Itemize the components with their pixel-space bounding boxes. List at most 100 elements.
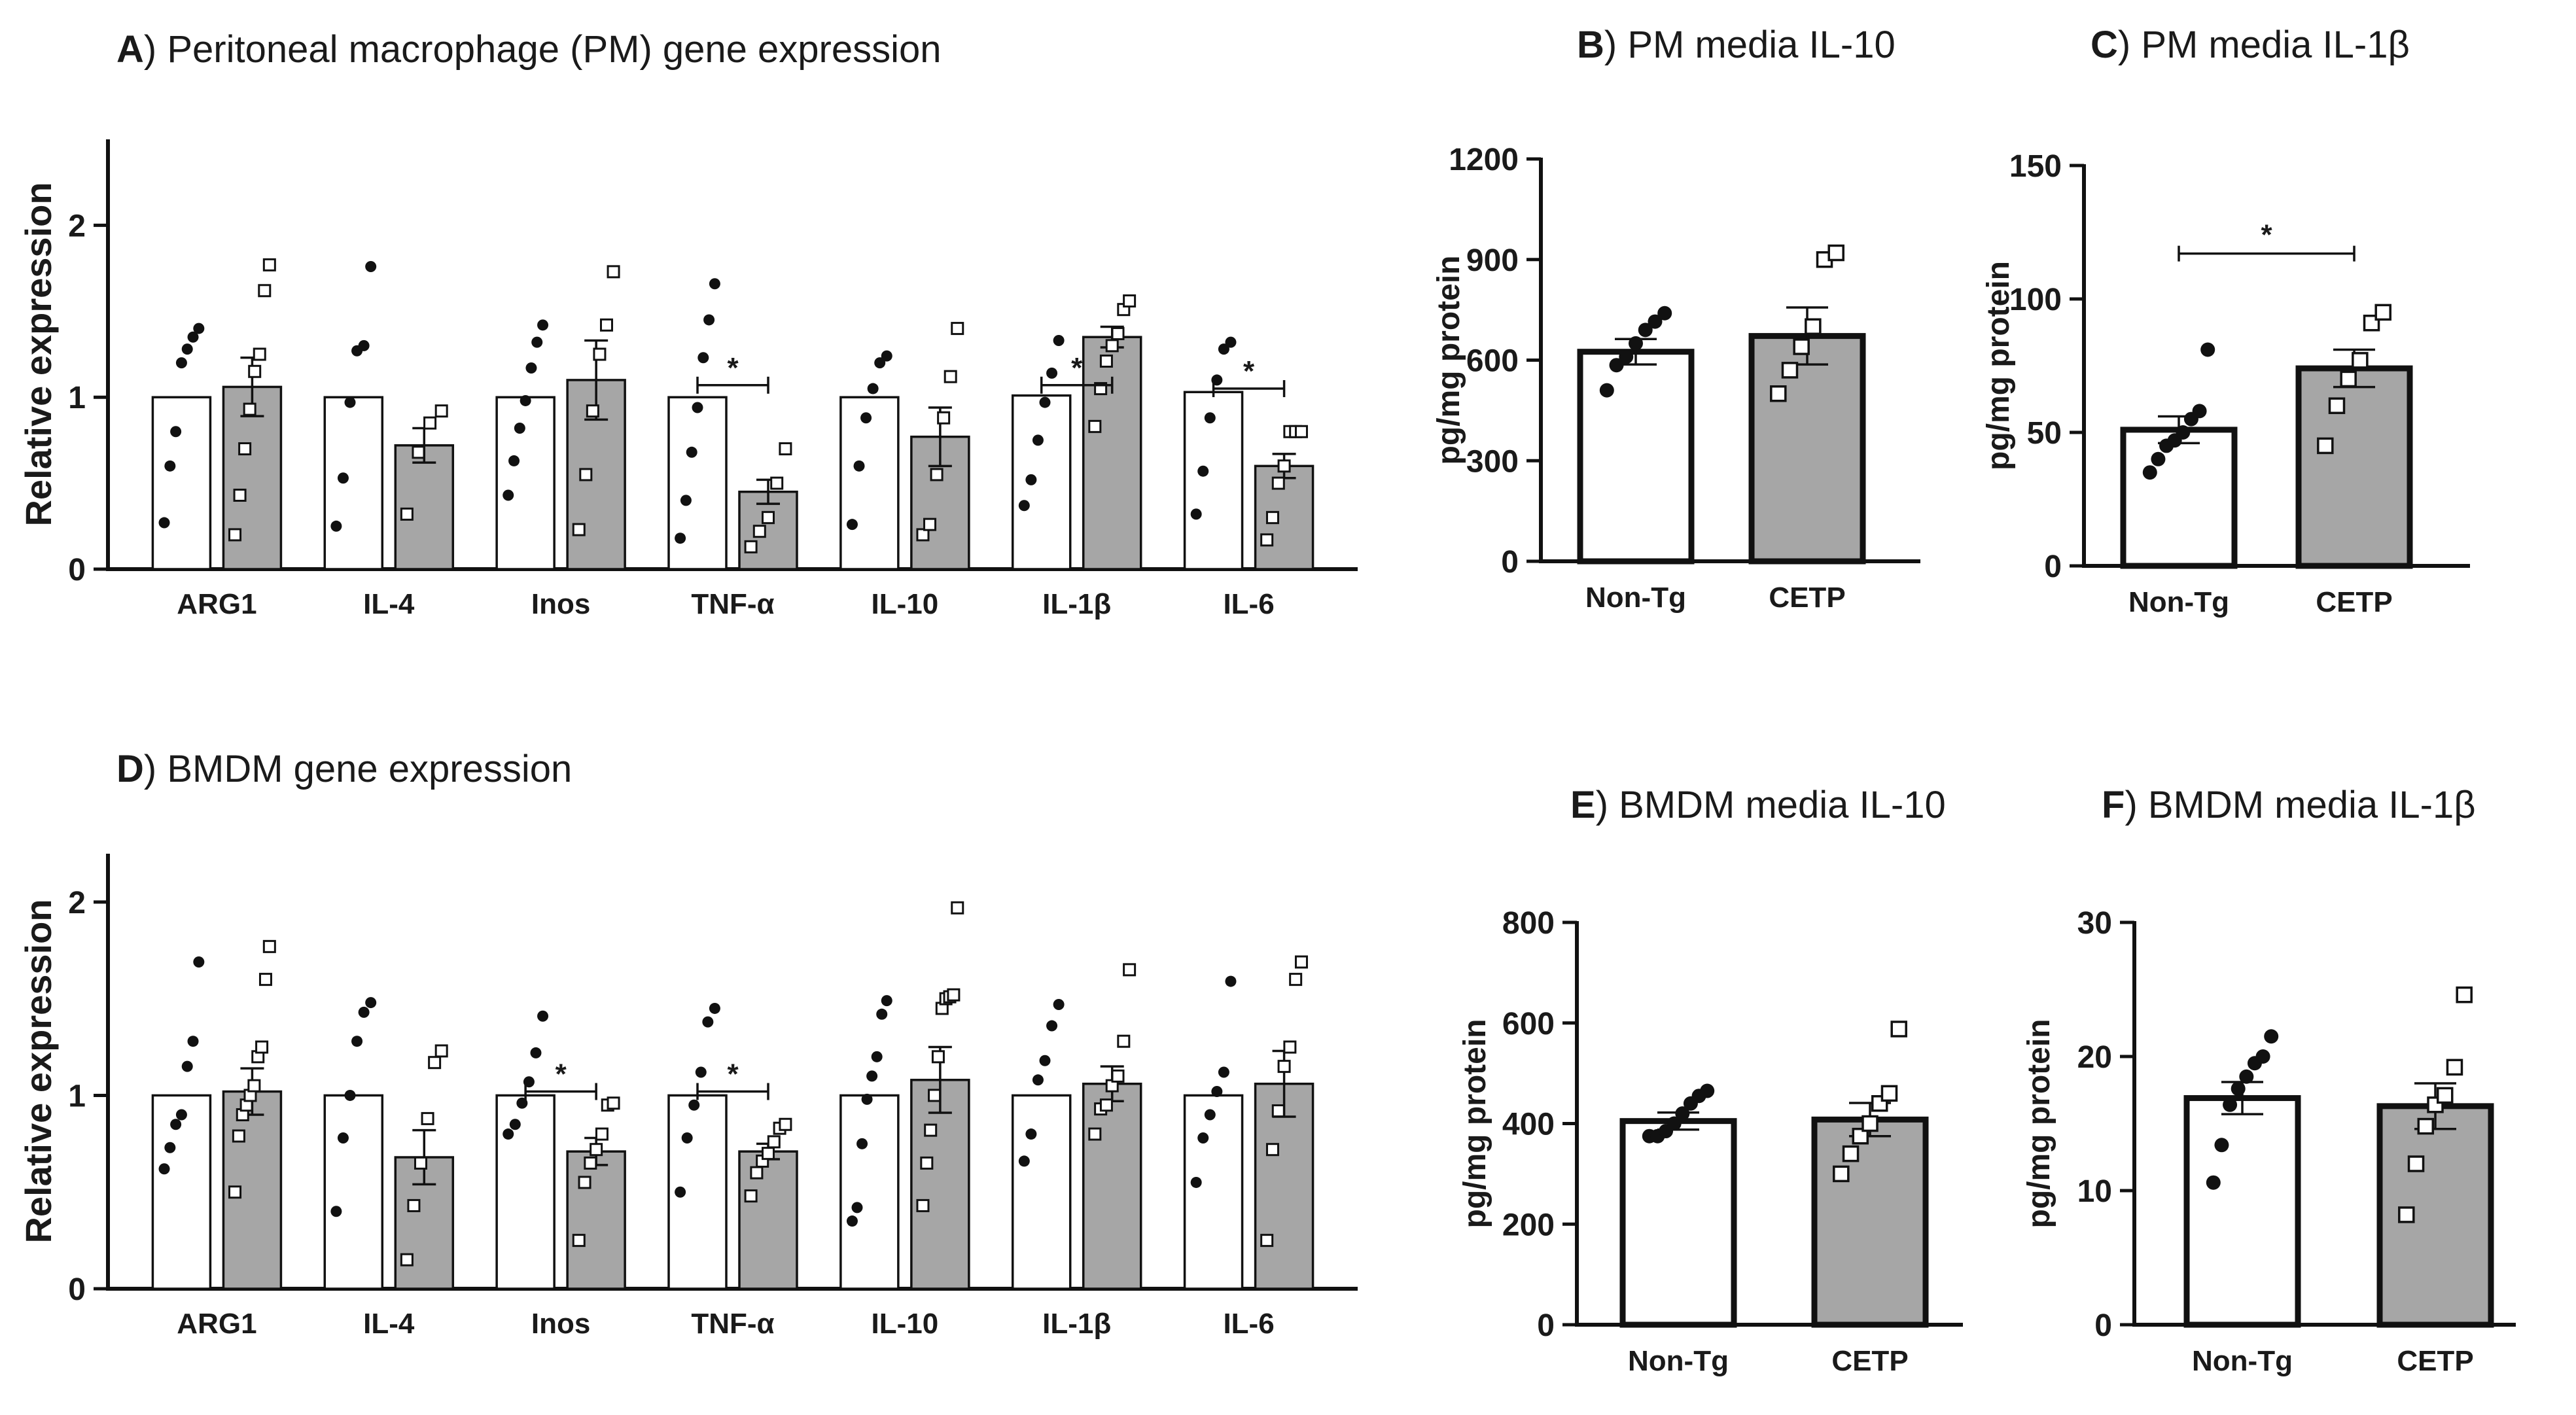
y-tick-label: 900 (1466, 243, 1519, 278)
point-nontg (675, 533, 686, 544)
chart-B: pg/mg protein 0 300 600 900 1200 Non-Tg CETP (1432, 143, 1920, 614)
point-nontg (164, 1142, 176, 1153)
y-tick-label: 300 (1466, 444, 1519, 479)
chart-E: pg/mg protein 0 200 400 600 800 Non-Tg CETP (1458, 906, 1963, 1377)
bar-Non-Tg (1577, 349, 1695, 565)
panel-letter: B (1577, 24, 1604, 66)
point-cetp (944, 370, 957, 383)
point-nontg (2142, 465, 2157, 480)
point-nontg (2255, 1049, 2270, 1064)
point-cetp (752, 525, 766, 538)
point-cetp (258, 284, 272, 298)
bar-CETP (566, 1150, 626, 1290)
y-tick-label: 600 (1502, 1007, 1555, 1041)
point-cetp (238, 442, 252, 456)
point-nontg (2176, 425, 2191, 440)
point-nontg (874, 357, 886, 369)
bar-Non-Tg (1011, 1094, 1072, 1290)
point-cetp (1833, 1165, 1850, 1183)
bar-CETP (1082, 336, 1142, 570)
point-nontg (2151, 451, 2166, 466)
point-cetp (595, 1127, 609, 1141)
point-cetp (1117, 1034, 1131, 1048)
point-nontg (681, 1132, 693, 1144)
point-nontg (193, 323, 205, 334)
category-label: IL-6 (1223, 1308, 1274, 1340)
point-nontg (175, 1109, 187, 1121)
bar-Non-Tg (1183, 1094, 1244, 1290)
point-cetp (779, 442, 792, 456)
point-nontg (675, 1186, 686, 1198)
point-cetp (262, 258, 276, 271)
y-tick-label: 400 (1502, 1108, 1555, 1142)
point-nontg (503, 1128, 514, 1140)
point-nontg (1190, 1176, 1202, 1188)
point-cetp (779, 1117, 792, 1131)
point-nontg (516, 1097, 528, 1109)
point-nontg (531, 336, 543, 348)
y-tick-label: 1 (68, 1079, 86, 1113)
point-nontg (1039, 396, 1051, 408)
point-cetp (1260, 1234, 1274, 1248)
point-cetp (423, 416, 437, 430)
bar-Non-Tg (2183, 1095, 2301, 1328)
point-cetp (262, 939, 276, 953)
panel-title-text: ) Peritoneal macrophage (PM) gene expres… (144, 28, 942, 71)
point-cetp (770, 476, 784, 490)
point-nontg (709, 278, 720, 290)
point-cetp (607, 265, 620, 279)
panel-letter: F (2102, 784, 2125, 826)
point-cetp (579, 468, 593, 481)
bar-Non-Tg (495, 396, 556, 570)
point-cetp (584, 1156, 597, 1170)
point-nontg (164, 460, 176, 472)
panel-title: B) PM media IL-10 (1577, 24, 1896, 66)
category-label: CETP (1831, 1345, 1908, 1377)
category-label: Non-Tg (2128, 586, 2229, 618)
point-cetp (412, 445, 425, 459)
point-cetp (593, 347, 607, 361)
point-nontg (1025, 474, 1037, 485)
point-cetp (2436, 1087, 2454, 1104)
category-label: ARG1 (177, 1308, 256, 1340)
point-cetp (1294, 955, 1308, 969)
category-label: IL-1β (1042, 588, 1111, 620)
point-nontg (514, 423, 525, 434)
point-cetp (590, 1143, 603, 1157)
point-nontg (525, 362, 537, 374)
point-cetp (2374, 304, 2391, 321)
category-label: Non-Tg (1628, 1345, 1729, 1377)
point-nontg (1190, 508, 1202, 520)
significance-star: * (727, 352, 739, 384)
point-nontg (853, 460, 865, 472)
point-nontg (337, 1132, 349, 1144)
point-cetp (928, 1089, 942, 1102)
bar-Non-Tg (1011, 394, 1072, 570)
point-nontg (181, 343, 193, 355)
point-cetp (2340, 370, 2357, 388)
bar-Non-Tg (839, 396, 900, 570)
point-cetp (400, 507, 414, 521)
bar-CETP (1811, 1116, 1929, 1328)
y-axis-label: Relative expression (18, 899, 59, 1243)
bar-Non-Tg (323, 1094, 384, 1290)
point-nontg (193, 956, 205, 968)
point-cetp (931, 1050, 945, 1064)
bar-CETP (1082, 1082, 1142, 1290)
point-cetp (1088, 419, 1102, 433)
point-nontg (703, 314, 715, 326)
point-cetp (2328, 397, 2346, 414)
point-nontg (509, 1119, 521, 1130)
point-cetp (1260, 533, 1274, 547)
chart-D: Relative expression 0 1 2 ARG1 IL-4 Inos TNF-α I… (18, 854, 1358, 1340)
point-cetp (407, 1198, 421, 1212)
point-nontg (2223, 1097, 2238, 1112)
point-cetp (2398, 1206, 2415, 1223)
point-cetp (1105, 339, 1119, 353)
category-label: ARG1 (177, 588, 256, 620)
point-nontg (1218, 1066, 1229, 1078)
point-cetp (1265, 511, 1279, 525)
point-cetp (2417, 1117, 2435, 1135)
bar-CETP (738, 1150, 798, 1290)
bar-Non-Tg (1619, 1118, 1737, 1328)
